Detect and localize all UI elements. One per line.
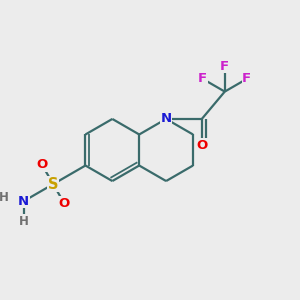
Text: H: H [0, 191, 9, 204]
Text: O: O [36, 158, 48, 171]
Text: O: O [196, 139, 207, 152]
Text: N: N [160, 112, 172, 125]
Text: S: S [48, 177, 58, 192]
Text: N: N [18, 195, 29, 208]
Text: F: F [198, 72, 207, 86]
Text: F: F [242, 72, 251, 86]
Text: H: H [19, 215, 28, 228]
Text: F: F [220, 60, 229, 73]
Text: O: O [59, 197, 70, 210]
